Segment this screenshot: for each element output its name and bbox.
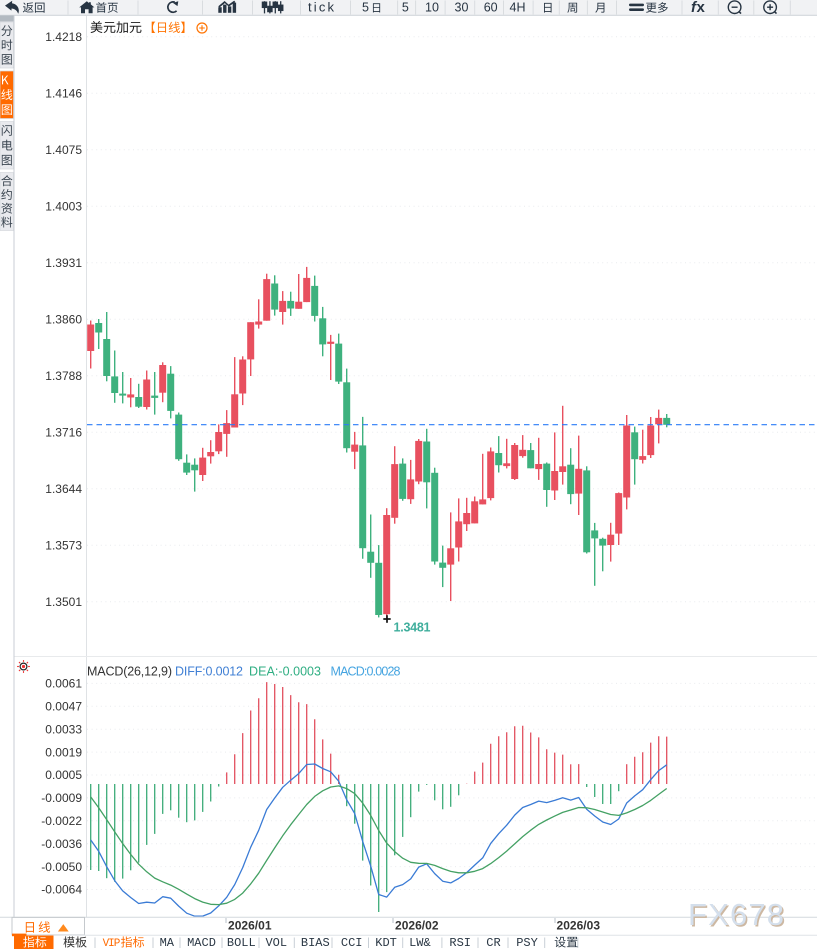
svg-text:-0.0036: -0.0036 (41, 837, 82, 851)
svg-text:0.0061: 0.0061 (45, 677, 82, 691)
svg-text:1.4003: 1.4003 (45, 200, 82, 214)
svg-text:0.0019: 0.0019 (45, 745, 82, 759)
svg-text:4H: 4H (510, 1, 526, 15)
svg-text:FX678: FX678 (688, 897, 787, 932)
svg-text:1.3931: 1.3931 (45, 256, 82, 270)
svg-text:1.4146: 1.4146 (45, 87, 82, 101)
svg-text:tick: tick (308, 0, 335, 15)
svg-text:CCI: CCI (341, 936, 363, 949)
svg-text:fx: fx (691, 0, 706, 16)
svg-text:MACD:0.0028: MACD:0.0028 (331, 665, 401, 679)
svg-text:BOLL: BOLL (227, 936, 256, 949)
svg-text:-0.0009: -0.0009 (41, 791, 82, 805)
svg-text:DEA:-0.0003: DEA:-0.0003 (249, 665, 321, 679)
svg-text:FX678: FX678 (690, 899, 789, 934)
svg-text:VIP: VIP (103, 938, 121, 949)
svg-text:60: 60 (484, 1, 498, 15)
svg-text:1.3644: 1.3644 (45, 482, 82, 496)
svg-text:KDT: KDT (375, 936, 397, 949)
svg-text:1.3573: 1.3573 (45, 539, 82, 553)
svg-text:BIAS: BIAS (301, 936, 330, 949)
svg-text:1.3716: 1.3716 (45, 426, 82, 440)
svg-text:-0.0022: -0.0022 (41, 814, 82, 828)
svg-text:0.0047: 0.0047 (45, 700, 82, 714)
svg-text:RSI: RSI (449, 936, 471, 949)
svg-text:1.3501: 1.3501 (45, 595, 82, 609)
svg-text:10: 10 (425, 1, 439, 15)
svg-text:DIFF:0.0012: DIFF:0.0012 (175, 665, 243, 679)
svg-text:MACD: MACD (187, 936, 216, 949)
svg-text:PSY: PSY (516, 936, 538, 949)
svg-text:5: 5 (402, 1, 409, 15)
svg-text:1.3788: 1.3788 (45, 369, 82, 383)
svg-text:2026/01: 2026/01 (228, 919, 272, 933)
svg-text:5: 5 (362, 1, 369, 15)
svg-text:1.3481: 1.3481 (394, 621, 431, 635)
svg-text:1.4075: 1.4075 (45, 143, 82, 157)
svg-text:LW&: LW& (409, 936, 431, 949)
svg-text:30: 30 (455, 1, 469, 15)
svg-text:VOL: VOL (265, 936, 287, 949)
svg-text:0.0033: 0.0033 (45, 722, 82, 736)
svg-text:MACD(26,12,9): MACD(26,12,9) (87, 665, 172, 679)
svg-text:1.4218: 1.4218 (45, 30, 82, 44)
svg-text:1.3860: 1.3860 (45, 313, 82, 327)
svg-text:MA: MA (160, 936, 175, 949)
svg-text:-0.0064: -0.0064 (41, 883, 82, 897)
svg-text:2026/03: 2026/03 (557, 919, 601, 933)
svg-text:CR: CR (486, 936, 500, 949)
svg-text:2026/02: 2026/02 (395, 919, 439, 933)
svg-text:-0.0050: -0.0050 (41, 860, 82, 874)
svg-text:0.0005: 0.0005 (45, 768, 82, 782)
